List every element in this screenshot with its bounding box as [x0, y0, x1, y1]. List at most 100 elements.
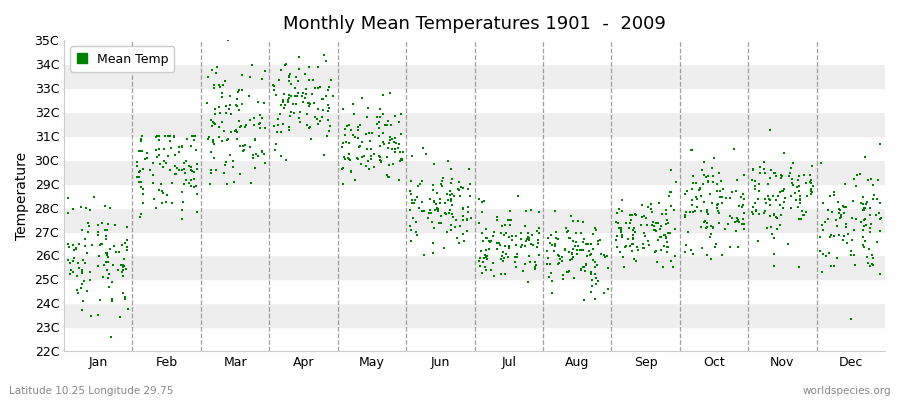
Point: [662, 230, 677, 236]
Point: [832, 215, 847, 221]
Point: [276, 105, 291, 112]
Point: [94, 241, 108, 247]
Point: [172, 167, 186, 173]
Point: [250, 153, 265, 159]
Point: [483, 238, 498, 245]
Point: [709, 181, 724, 188]
Point: [426, 250, 440, 256]
Text: Latitude 10.25 Longitude 29.75: Latitude 10.25 Longitude 29.75: [9, 386, 174, 396]
Point: [416, 144, 430, 151]
Point: [402, 188, 417, 194]
Point: [452, 179, 466, 186]
Point: [130, 159, 144, 165]
Point: [727, 146, 742, 152]
Point: [320, 102, 335, 108]
Point: [570, 251, 584, 257]
Point: [565, 250, 580, 256]
Point: [284, 108, 298, 115]
Point: [695, 167, 709, 173]
Point: [443, 188, 457, 194]
Point: [546, 248, 561, 255]
Point: [444, 198, 458, 204]
Point: [284, 93, 298, 99]
Point: [487, 273, 501, 279]
Point: [176, 199, 190, 205]
Point: [653, 246, 668, 253]
Point: [339, 138, 354, 145]
Point: [445, 191, 459, 198]
Point: [793, 193, 807, 199]
Point: [829, 216, 843, 223]
Point: [282, 126, 296, 133]
Point: [862, 262, 877, 269]
Point: [291, 90, 305, 96]
Point: [860, 200, 874, 207]
Point: [209, 70, 223, 77]
Point: [476, 238, 491, 244]
Bar: [64, 279, 885, 303]
Point: [563, 257, 578, 263]
Point: [527, 259, 542, 266]
Point: [118, 294, 132, 300]
Point: [258, 160, 273, 167]
Point: [74, 204, 88, 210]
Point: [230, 128, 244, 135]
Point: [184, 143, 199, 149]
Point: [362, 130, 376, 136]
Point: [659, 206, 673, 213]
Point: [541, 274, 555, 280]
Point: [839, 221, 853, 227]
Point: [706, 200, 720, 206]
Point: [237, 146, 251, 153]
Point: [837, 233, 851, 240]
Point: [76, 256, 90, 263]
Point: [233, 171, 248, 178]
Point: [836, 210, 850, 217]
Point: [204, 167, 219, 173]
Point: [286, 110, 301, 116]
Point: [187, 176, 202, 182]
Point: [585, 257, 599, 264]
Point: [813, 248, 827, 254]
Point: [610, 233, 625, 240]
Point: [528, 266, 543, 272]
Point: [75, 227, 89, 233]
Point: [703, 190, 717, 197]
Point: [700, 208, 715, 215]
Point: [600, 253, 615, 259]
Point: [734, 204, 749, 211]
Point: [415, 208, 429, 214]
Point: [644, 206, 658, 212]
Point: [116, 267, 130, 273]
Point: [392, 176, 406, 183]
Point: [374, 157, 388, 163]
Point: [858, 205, 872, 211]
Point: [856, 194, 870, 200]
Point: [216, 82, 230, 88]
Point: [176, 167, 190, 174]
Point: [873, 200, 887, 206]
Point: [497, 254, 511, 261]
Point: [219, 158, 233, 165]
Point: [146, 160, 160, 166]
Point: [476, 259, 491, 266]
Point: [364, 156, 378, 162]
Point: [209, 166, 223, 173]
Point: [411, 205, 426, 211]
Point: [588, 271, 602, 278]
Point: [709, 241, 724, 247]
Point: [552, 260, 566, 266]
Point: [763, 213, 778, 220]
Bar: [64, 88, 885, 112]
Point: [155, 200, 169, 207]
Point: [298, 94, 312, 101]
Point: [661, 217, 675, 224]
Point: [446, 193, 461, 200]
Point: [336, 140, 350, 146]
Point: [767, 263, 781, 269]
Point: [773, 222, 788, 228]
Point: [680, 228, 695, 235]
Point: [622, 224, 636, 231]
Point: [409, 229, 423, 235]
Point: [584, 271, 598, 278]
